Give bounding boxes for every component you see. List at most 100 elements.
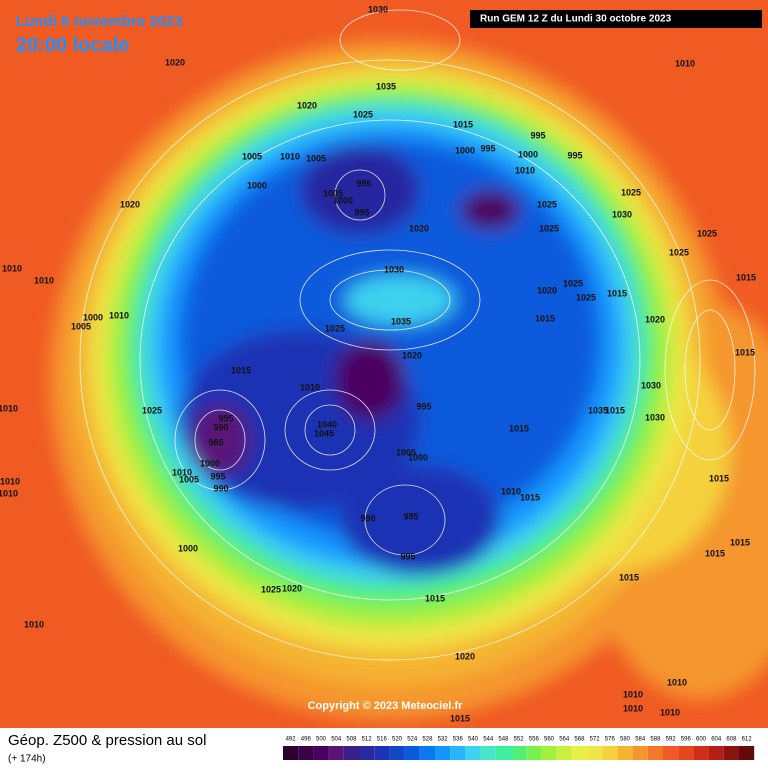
pressure-label: 1045	[314, 428, 334, 438]
pressure-label: 1015	[709, 473, 729, 483]
scale-label: 588	[650, 737, 661, 743]
pressure-label: 1010	[515, 165, 535, 175]
scale-swatch	[708, 746, 724, 760]
pressure-label: 1010	[623, 703, 643, 713]
pressure-label: 1025	[142, 405, 162, 415]
pressure-label: 985	[403, 511, 418, 521]
pressure-label: 1005	[323, 188, 343, 198]
pressure-label: 1025	[539, 223, 559, 233]
date: Lundi 6 novembre 2023	[16, 13, 183, 30]
scale-label: 500	[316, 737, 327, 743]
pressure-label: 985	[208, 437, 223, 447]
pressure-label: 1015	[231, 365, 251, 375]
scale-swatch	[419, 746, 435, 760]
pressure-label: 1000	[408, 452, 428, 462]
pressure-label: 1000	[83, 312, 103, 322]
pressure-label: 1015	[619, 572, 639, 582]
scale-label: 496	[301, 737, 312, 743]
pressure-label: 1010	[172, 467, 192, 477]
pressure-label: 1005	[242, 151, 262, 161]
pressure-label: 1020	[645, 314, 665, 324]
scale-swatch	[465, 746, 481, 760]
scale-swatch	[374, 746, 390, 760]
scale-label: 560	[544, 737, 555, 743]
scale-label: 580	[620, 737, 631, 743]
pressure-label: 1005	[306, 153, 326, 163]
scale-label: 564	[559, 737, 570, 743]
scale-label: 508	[346, 737, 357, 743]
scale-swatch	[663, 746, 679, 760]
pressure-label: 990	[213, 422, 228, 432]
scale-label: 520	[392, 737, 403, 743]
pressure-label: 1000	[333, 195, 353, 205]
scale-label: 556	[529, 737, 540, 743]
local-time: 20:00 locale	[16, 34, 129, 56]
pressure-label: 1010	[280, 151, 300, 161]
scale-label: 524	[407, 737, 418, 743]
pressure-label: 995	[356, 178, 371, 188]
pressure-label: 1015	[509, 423, 529, 433]
pressure-label: 1030	[645, 412, 665, 422]
scale-swatch	[343, 746, 359, 760]
pressure-label: 1025	[576, 292, 596, 302]
scale-swatch	[739, 746, 755, 760]
pressure-label: 1025	[325, 323, 345, 333]
scale-swatch	[647, 746, 663, 760]
scale-label: 596	[681, 737, 692, 743]
pressure-label: 1030	[384, 264, 404, 274]
color-scale: 492 496 500 504 508 512 516 520 524 528 532 536 540 5…	[283, 737, 755, 760]
scale-swatch	[541, 746, 557, 760]
scale-swatch	[723, 746, 739, 760]
scale-swatch	[556, 746, 572, 760]
scale-swatch	[617, 746, 633, 760]
pressure-label: 990	[360, 513, 375, 523]
scale-label: 536	[453, 737, 464, 743]
pressure-label: 1010	[623, 689, 643, 699]
pressure-label: 1010	[660, 707, 680, 717]
run-box	[470, 10, 762, 28]
pressure-label: 1020	[282, 583, 302, 593]
pressure-label: 1000	[518, 149, 538, 159]
scale-swatch	[435, 746, 451, 760]
scale-swatch	[359, 746, 375, 760]
scale-label: 592	[666, 737, 677, 743]
scale-label: 608	[726, 737, 737, 743]
pressure-label: 1020	[537, 285, 557, 295]
scale-label: 584	[635, 737, 646, 743]
scale-swatch	[678, 746, 694, 760]
scale-label: 504	[331, 737, 342, 743]
pressure-label: 1015	[535, 313, 555, 323]
pressure-label: 1030	[641, 380, 661, 390]
pressure-label: 1005	[179, 474, 199, 484]
scale-swatch	[602, 746, 618, 760]
pressure-label: 995	[567, 150, 582, 160]
scale-label: 548	[498, 737, 509, 743]
pressure-label: 1020	[409, 223, 429, 233]
pressure-label: 1020	[297, 100, 317, 110]
scale-label: 604	[711, 737, 722, 743]
run-info: Run GEM 12 Z du Lundi 30 octobre 2023	[480, 14, 672, 25]
pressure-label: 1015	[705, 548, 725, 558]
pressure-label: 995	[530, 130, 545, 140]
pressure-label: 1015	[607, 288, 627, 298]
pressure-label: 1015	[736, 272, 756, 282]
pressure-label: 1040	[317, 419, 337, 429]
pressure-label: 1020	[120, 199, 140, 209]
pressure-label: 1010	[501, 486, 521, 496]
pressure-label: 1000	[178, 543, 198, 553]
pressure-label: 1010	[0, 476, 20, 486]
scale-label: 576	[605, 737, 616, 743]
scale-label: 512	[362, 737, 373, 743]
pressure-label: 995	[400, 551, 415, 561]
scale-label: 572	[590, 737, 601, 743]
pressure-label: 1010	[675, 58, 695, 68]
pressure-label: 1000	[455, 145, 475, 155]
pressure-label: 1005	[396, 447, 416, 457]
scale-swatch	[587, 746, 603, 760]
scale-swatch	[389, 746, 405, 760]
pressure-label: 1020	[402, 350, 422, 360]
scale-swatch	[495, 746, 511, 760]
pressure-label: 995	[354, 207, 369, 217]
scale-swatch	[328, 746, 344, 760]
